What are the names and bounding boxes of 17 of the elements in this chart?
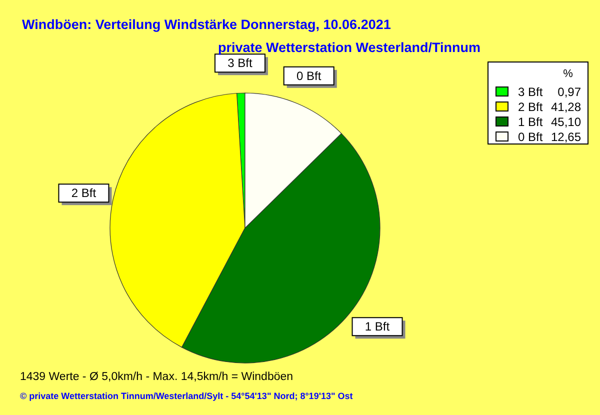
legend-title: % xyxy=(563,68,574,80)
legend-label: 2 Bft xyxy=(518,100,544,114)
slice-label: 3 Bft xyxy=(228,56,253,70)
slice-label: 2 Bft xyxy=(71,186,97,200)
data-label: 45,10 xyxy=(550,115,582,129)
data-label: 12,65 xyxy=(550,130,582,144)
legend-label: 1 Bft xyxy=(518,115,544,129)
data-label: 41,28 xyxy=(550,100,582,114)
slice-label: 1 Bft xyxy=(364,320,390,334)
chart-subtitle: private Wetterstation Westerland/Tinnum xyxy=(218,40,481,55)
legend-label: 0 Bft xyxy=(518,130,544,144)
chart-title: Windböen: Verteilung Windstärke Donnerstag, 10.06.2021 xyxy=(22,17,392,32)
data-label: 0,97 xyxy=(558,85,582,99)
text: © private Wetterstation Tinnum/Westerland/Sylt - 54°54'13" Nord; 8°19'13" Ost xyxy=(20,391,353,401)
text: 1439 Werte - Ø 5,0km/h - Max. 14,5km/h = Windböen xyxy=(20,371,294,383)
slice-label: 0 Bft xyxy=(296,68,322,83)
legend-label: 3 Bft xyxy=(518,85,544,99)
